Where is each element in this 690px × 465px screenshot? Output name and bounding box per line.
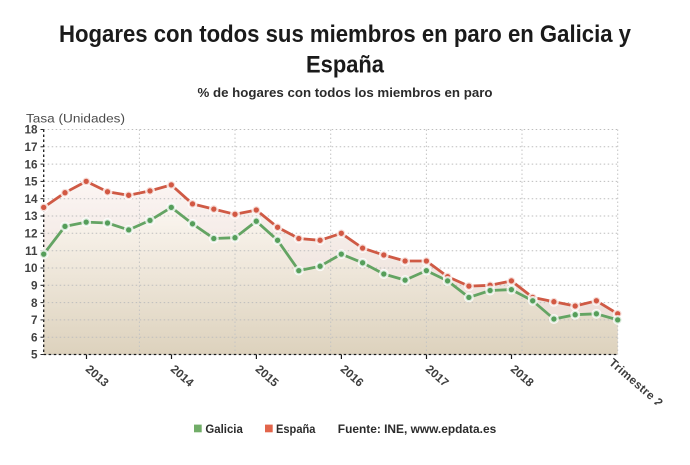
svg-text:5: 5 [31,349,38,362]
svg-text:Tasa (Unidades): Tasa (Unidades) [26,111,125,125]
svg-text:6: 6 [31,331,38,344]
svg-text:% de hogares con todos los mie: % de hogares con todos los miembros en p… [198,85,493,100]
svg-text:12: 12 [24,228,38,241]
svg-text:9: 9 [31,280,38,293]
svg-text:Hogares con todos sus miembros: Hogares con todos sus miembros en paro e… [59,21,632,48]
svg-text:Fuente: INE, www.epdata.es: Fuente: INE, www.epdata.es [338,422,497,436]
svg-text:11: 11 [25,245,38,258]
svg-text:10: 10 [24,262,38,275]
svg-text:13: 13 [24,210,38,223]
svg-text:España: España [276,422,316,436]
svg-text:España: España [306,52,385,79]
svg-text:16: 16 [24,158,38,171]
svg-text:7: 7 [31,314,38,327]
svg-text:17: 17 [24,141,37,154]
svg-text:15: 15 [24,176,38,189]
svg-text:14: 14 [24,193,38,206]
svg-text:18: 18 [24,124,38,137]
svg-text:Galicia: Galicia [205,422,243,436]
svg-text:8: 8 [31,297,38,310]
